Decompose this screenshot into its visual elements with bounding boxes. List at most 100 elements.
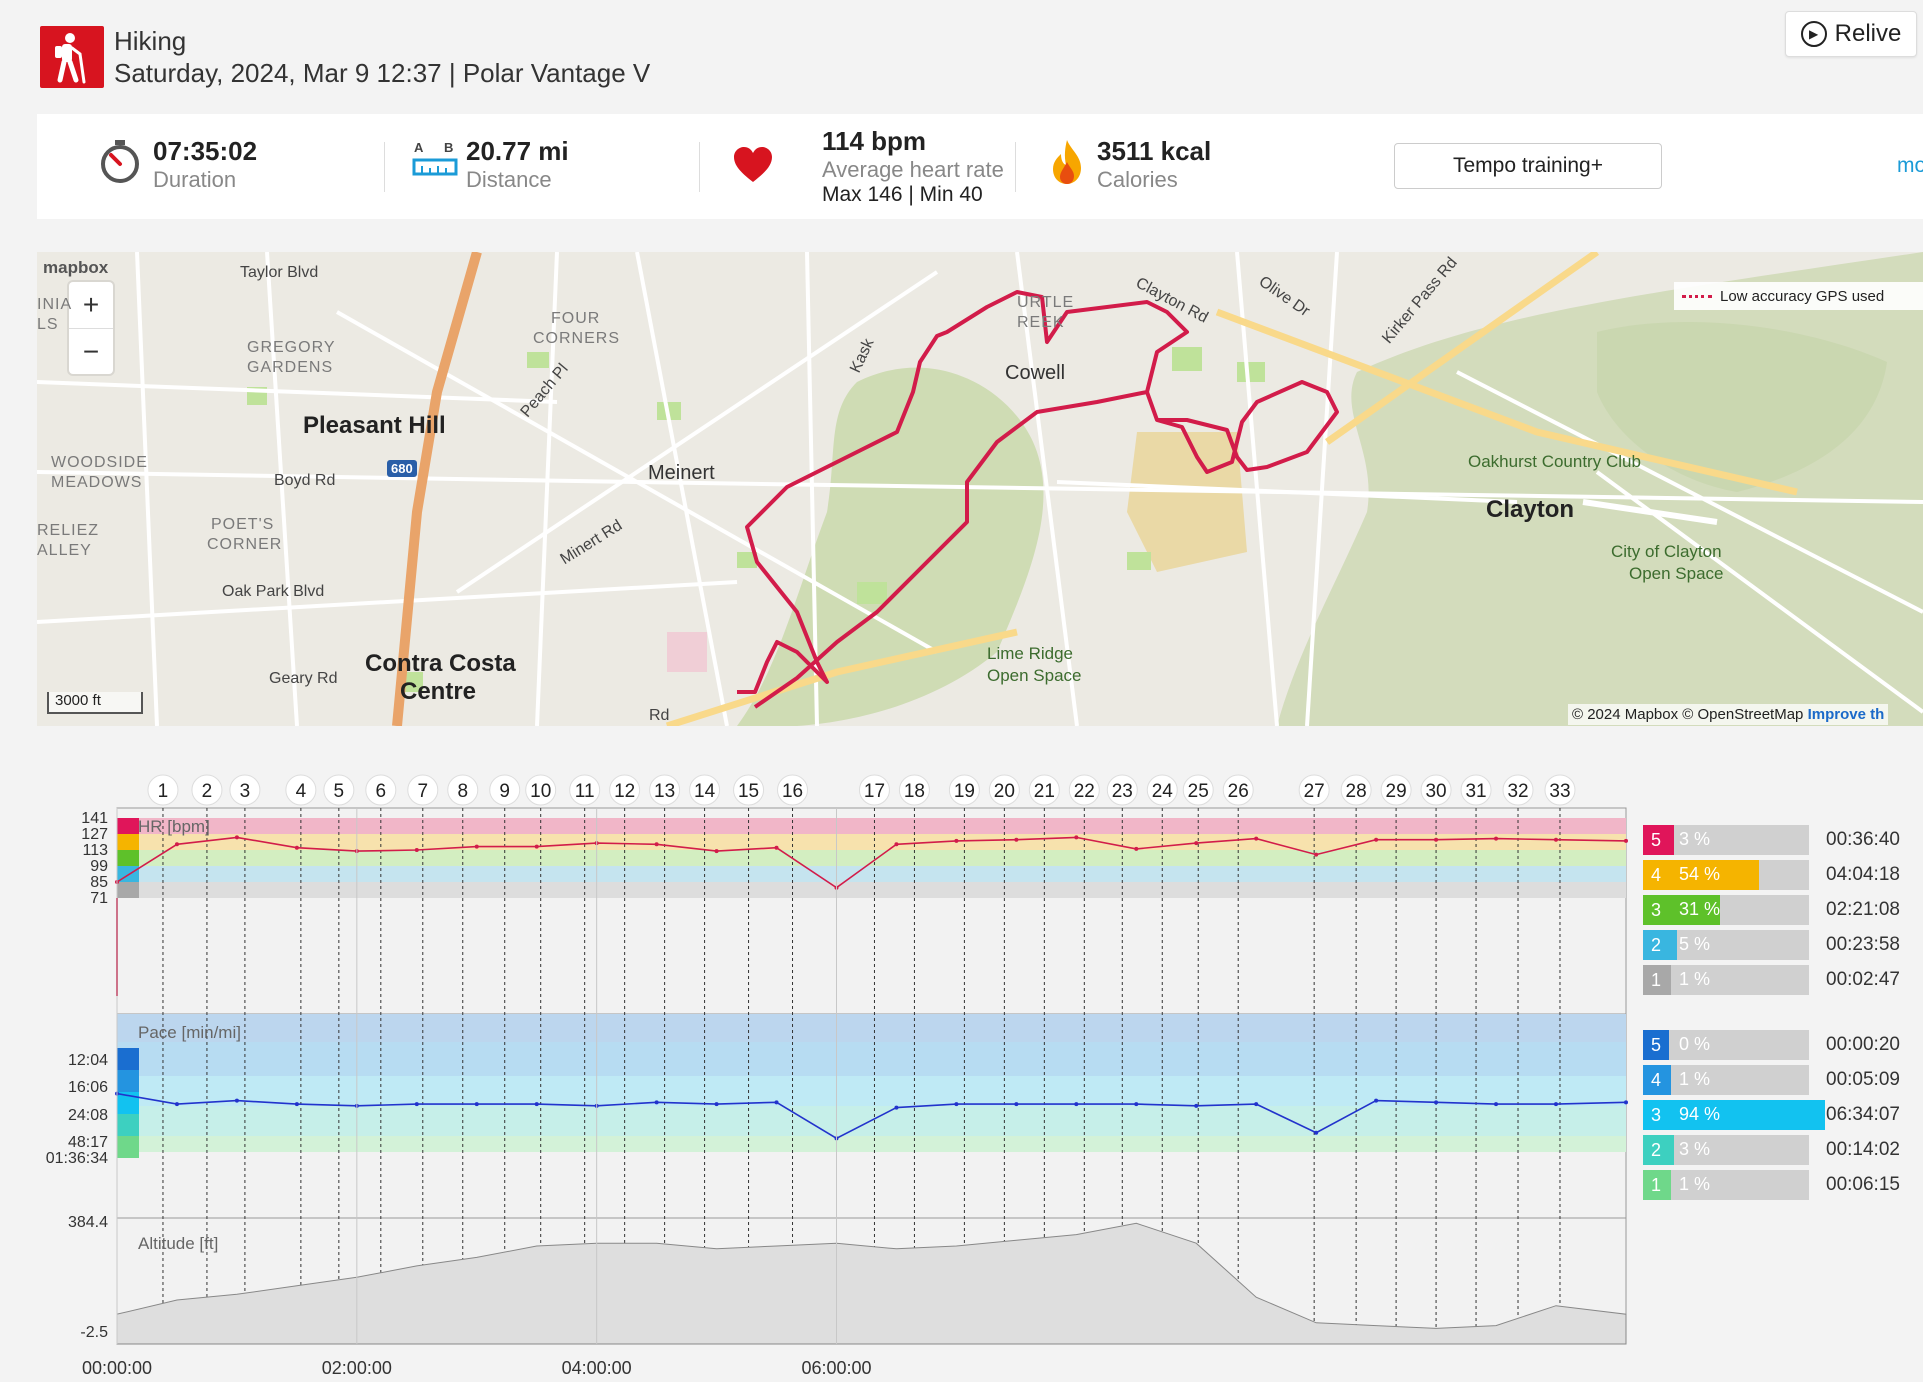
pace-point [414, 1102, 419, 1107]
pace-y-tick: 24:08 [68, 1107, 108, 1124]
lap-number: 22 [1074, 781, 1095, 802]
hr-y-tick: 99 [90, 858, 108, 875]
pace-y-tick: 01:36:34 [46, 1150, 108, 1167]
zone-bar: 3 94 % [1643, 1100, 1826, 1130]
hr-point [954, 838, 959, 843]
map-label: POET'S [211, 516, 275, 533]
hr-point [654, 842, 659, 847]
relive-label: Relive [1834, 20, 1902, 47]
hr-point [1624, 838, 1628, 843]
lap-marker [609, 774, 641, 806]
hr-y-tick: 85 [90, 874, 108, 891]
map-label: City of Clayton [1611, 542, 1722, 561]
lap-marker [689, 774, 721, 806]
zone-bar: 2 3 % [1643, 1135, 1809, 1165]
calories-value: 3511 kcal [1097, 136, 1212, 166]
zone-percent: 94 % [1679, 1104, 1721, 1124]
distance-value: 20.77 mi [466, 136, 569, 166]
lap-number: 24 [1152, 781, 1174, 802]
hiking-icon [40, 26, 104, 88]
lap-number: 21 [1034, 781, 1055, 802]
pace-zone-swatch [117, 1114, 139, 1136]
hr-zone-swatch [117, 818, 139, 834]
pace-y-tick: 16:06 [68, 1079, 108, 1096]
hr-point [414, 848, 419, 852]
activity-charts[interactable]: 1 2 3 4 5 6 7 8 9 10 11 12 13 14 15 16 17 18 19 20 21 22 23 24 2… [0, 760, 1923, 1382]
mapbox-logo[interactable]: mapbox [43, 258, 109, 277]
hr-point [1553, 837, 1558, 842]
heart-icon [734, 147, 772, 182]
hr-zone-band [117, 882, 1626, 898]
lap-marker [1146, 774, 1178, 806]
map-label: REEK [1017, 314, 1065, 331]
map-label: MEADOWS [51, 474, 143, 491]
hr-zone-swatch [117, 882, 139, 898]
zone-bar: 1 1 % [1643, 965, 1809, 995]
route-map[interactable]: mapbox + − Low accuracy GPS used Pleasan… [37, 252, 1923, 726]
map-label: CORNERS [533, 330, 621, 347]
map-label: Open Space [987, 666, 1082, 685]
zone-time: 00:23:58 [1826, 934, 1900, 955]
lap-marker [898, 774, 930, 806]
training-benefit-button[interactable]: Tempo training+ [1394, 143, 1662, 189]
hr-zone-swatch [117, 834, 139, 850]
map-label: Pleasant Hill [303, 412, 446, 439]
map-label: Lime Ridge [987, 644, 1073, 663]
zone-percent: 0 % [1679, 1034, 1711, 1054]
lap-marker [1106, 774, 1138, 806]
hr-chart-title: HR [bpm] [138, 817, 210, 836]
hr-zone-band [117, 850, 1626, 866]
zone-bar: 4 1 % [1643, 1065, 1809, 1095]
pace-chart-title: Pace [min/mi] [138, 1023, 241, 1042]
more-link[interactable]: mo [1897, 154, 1923, 177]
lap-number: 4 [296, 781, 307, 802]
lap-marker [1380, 774, 1412, 806]
map-label: Oakhurst Country Club [1468, 452, 1641, 471]
hr-point [234, 835, 239, 840]
map-label: Meinert [648, 462, 715, 484]
zoom-out-button[interactable]: − [82, 336, 100, 367]
zoom-in-button[interactable]: + [69, 282, 113, 329]
hr-point [174, 842, 179, 847]
pace-point [894, 1105, 899, 1110]
hr-y-tick: 71 [90, 890, 108, 907]
zone-time: 00:05:09 [1826, 1069, 1900, 1090]
activity-header: Hiking Saturday, 2024, Mar 9 12:37 | Pol… [0, 0, 1923, 110]
lap-marker [988, 774, 1020, 806]
lap-number: 25 [1188, 781, 1209, 802]
lap-marker [1298, 774, 1330, 806]
stopwatch-icon [101, 140, 139, 183]
map-label: Open Space [1629, 564, 1724, 583]
lap-marker [365, 774, 397, 806]
zone-time: 00:14:02 [1826, 1139, 1900, 1160]
duration-label: Duration [153, 167, 237, 192]
lap-number: 10 [530, 781, 551, 802]
map-label: Boyd Rd [274, 472, 336, 489]
scale-bar: 3000 ft [47, 692, 143, 714]
pace-y-tick: 12:04 [68, 1052, 108, 1069]
play-icon: ▶ [1800, 21, 1827, 47]
map-label: URTLE [1017, 294, 1075, 311]
lap-marker [407, 774, 439, 806]
improve-map-link[interactable]: Improve th [1807, 706, 1885, 723]
map-label: RELIEZ [37, 522, 100, 539]
zone-bar: 1 1 % [1643, 1170, 1809, 1200]
pace-point [174, 1102, 179, 1107]
hr-point [894, 842, 899, 847]
relive-button[interactable]: ▶ Relive [1785, 11, 1917, 57]
lap-marker [1544, 774, 1576, 806]
pace-line [116, 1092, 1627, 1140]
lap-marker [1460, 774, 1492, 806]
divider [1015, 142, 1016, 192]
pace-point [1014, 1102, 1019, 1107]
map-label: GREGORY [247, 339, 336, 356]
pace-point [1134, 1102, 1139, 1107]
charts-section: 1 2 3 4 5 6 7 8 9 10 11 12 13 14 15 16 17 18 19 20 21 22 23 24 2… [0, 760, 1923, 1382]
lap-marker [323, 774, 355, 806]
lap-marker [1340, 774, 1372, 806]
pace-y-tick: 48:17 [68, 1134, 108, 1151]
pace-point [474, 1102, 479, 1107]
lap-marker [1068, 774, 1100, 806]
lap-marker [649, 774, 681, 806]
map-label: WOODSIDE [51, 454, 148, 471]
